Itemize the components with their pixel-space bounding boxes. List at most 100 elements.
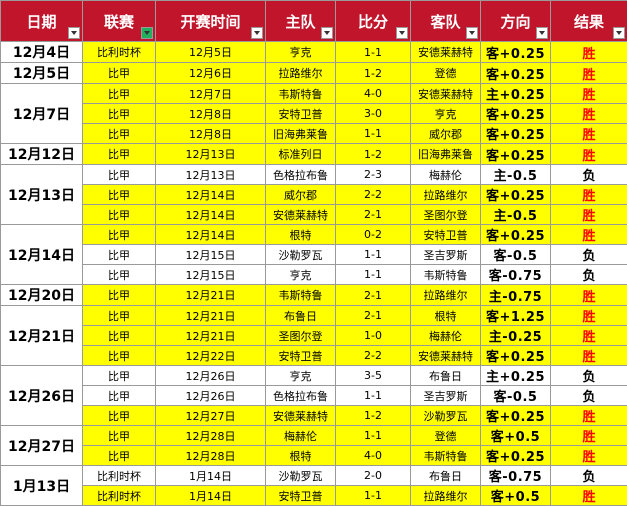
cell: 主-0.5 [480,204,551,225]
cell: 胜 [550,405,627,426]
cell: 韦斯特鲁 [410,264,481,285]
date-cell: 12月5日 [0,62,83,84]
cell: 亨克 [265,264,336,285]
cell: 拉路维尔 [410,184,481,205]
cell: 梅赫伦 [410,325,481,346]
cell: 客+0.25 [480,345,551,366]
match-row: 12月27日 比甲 12月28日 梅赫伦 1-1 登德 客+0.5 胜 [0,425,627,466]
cell: 12月15日 [155,244,266,265]
cell: 比甲 [82,123,156,144]
filter-button[interactable] [613,27,625,39]
match-row: 12月13日 比甲 12月13日 色格拉布鲁 2-3 梅赫伦 主-0.5 负 [0,164,627,225]
filter-button[interactable] [68,27,80,39]
cell: 比甲 [82,325,156,346]
cell: 12月27日 [155,405,266,426]
cell: 2-1 [335,305,411,326]
cell: 胜 [550,62,627,84]
cell: 1月14日 [155,485,266,506]
cell: 布鲁日 [410,365,481,386]
cell: 主-0.5 [480,164,551,185]
cell: 根特 [265,224,336,245]
date-cell: 12月7日 [0,83,83,144]
cell: 1月14日 [155,465,266,486]
cell: 1-2 [335,143,411,165]
cell: 胜 [550,184,627,205]
cell: 12月26日 [155,365,266,386]
cell: 比甲 [82,184,156,205]
cell: 客+1.25 [480,305,551,326]
cell: 圣图尔登 [410,204,481,225]
cell: 2-0 [335,465,411,486]
cell: 胜 [550,224,627,245]
cell: 1-1 [335,264,411,285]
cell: 比甲 [82,244,156,265]
cell: 亨克 [265,41,336,63]
cell: 1-1 [335,41,411,63]
cell: 1-2 [335,405,411,426]
cell: 比甲 [82,345,156,366]
cell: 胜 [550,41,627,63]
cell: 比甲 [82,405,156,426]
cell: 3-5 [335,365,411,386]
filter-button[interactable] [251,27,263,39]
match-row: 12月14日 比甲 12月14日 根特 0-2 安特卫普 客+0.25 胜 [0,224,627,285]
cell: 客-0.5 [480,385,551,406]
cell: 12月8日 [155,103,266,124]
cell: 圣图尔登 [265,325,336,346]
filter-button[interactable] [536,27,548,39]
cell: 比利时杯 [82,485,156,506]
cell: 1-1 [335,425,411,446]
cell: 客+0.25 [480,184,551,205]
cell: 圣吉罗斯 [410,244,481,265]
cell: 客+0.25 [480,224,551,245]
cell: 比甲 [82,224,156,245]
cell: 比甲 [82,445,156,466]
cell: 4-0 [335,83,411,104]
cell: 沙勒罗瓦 [265,244,336,265]
cell: 比甲 [82,83,156,104]
cell: 安特卫普 [265,345,336,366]
cell: 1-1 [335,123,411,144]
filter-button[interactable] [321,27,333,39]
cell: 比利时杯 [82,41,156,63]
cell: 客+0.5 [480,425,551,446]
cell: 1-1 [335,485,411,506]
cell: 标准列日 [265,143,336,165]
date-cell: 1月13日 [0,465,83,506]
header-row: 日期 联赛 开赛时间 主队 比分 客队 方向 结果 [0,0,627,42]
cell: 负 [550,465,627,486]
cell: 1-0 [335,325,411,346]
cell: 色格拉布鲁 [265,164,336,185]
cell: 梅赫伦 [265,425,336,446]
date-cell: 12月4日 [0,41,83,63]
match-row: 比甲 12月22日 安特卫普 2-2 安德莱赫特 客+0.25 胜 [0,345,627,366]
cell: 安德莱赫特 [265,405,336,426]
cell: 负 [550,264,627,285]
filter-button[interactable] [141,27,153,39]
cell: 负 [550,385,627,406]
date-cell: 12月27日 [0,425,83,466]
filter-button[interactable] [466,27,478,39]
column-header: 结果 [550,0,627,42]
cell: 韦斯特鲁 [410,445,481,466]
cell: 比甲 [82,264,156,285]
match-row: 比甲 12月14日 安德莱赫特 2-1 圣图尔登 主-0.5 胜 [0,204,627,225]
match-row: 比甲 12月27日 安德莱赫特 1-2 沙勒罗瓦 客+0.25 胜 [0,405,627,426]
cell: 客+0.25 [480,445,551,466]
cell: 登德 [410,425,481,446]
cell: 客+0.25 [480,143,551,165]
match-row: 12月5日 比甲 12月6日 拉路维尔 1-2 登德 客+0.25 胜 [0,62,627,84]
cell: 主-0.25 [480,325,551,346]
match-row: 比甲 12月15日 亨克 1-1 韦斯特鲁 客-0.75 负 [0,264,627,285]
filter-button[interactable] [396,27,408,39]
cell: 色格拉布鲁 [265,385,336,406]
cell: 客+0.25 [480,405,551,426]
cell: 12月14日 [155,224,266,245]
column-header: 日期 [0,0,83,42]
cell: 2-1 [335,204,411,225]
cell: 1-1 [335,385,411,406]
cell: 12月28日 [155,425,266,446]
match-row: 比甲 12月8日 安特卫普 3-0 亨克 客+0.25 胜 [0,103,627,124]
cell: 拉路维尔 [265,62,336,84]
